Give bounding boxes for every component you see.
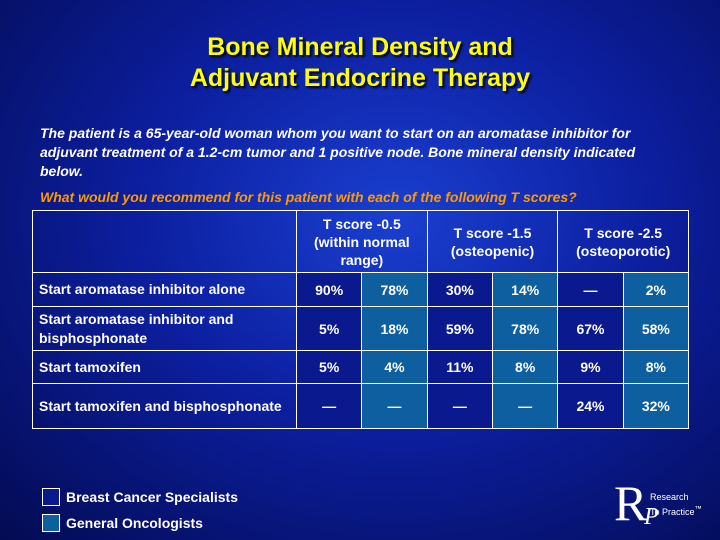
value-cell: 18% [361,306,428,351]
row-label: Start tamoxifen [32,350,297,384]
title-line-2: Adjuvant Endocrine Therapy [189,64,531,92]
legend-label: Breast Cancer Specialists [66,489,238,505]
value-cell: 11% [426,350,494,384]
legend-label: General Oncologists [66,515,203,531]
legend-item-general: General Oncologists [42,510,238,536]
value-cell: 8% [622,350,690,384]
value-cell: — [361,383,428,429]
logo-wordmark: Research To Practice™ [650,492,703,517]
value-cell: 5% [295,350,363,384]
slide-title: Bone Mineral Density and Adjuvant Endocr… [0,32,720,94]
row-label: Start aromatase inhibitor alone [32,272,297,307]
legend-swatch-general [42,514,60,532]
legend: Breast Cancer Specialists General Oncolo… [42,484,238,536]
value-cell: 9% [557,350,624,384]
value-cell: 8% [491,350,559,384]
table-row: Start aromatase inhibitor alone 90% 78% … [32,272,690,307]
value-cell: 59% [426,306,494,351]
case-description: The patient is a 65-year-old woman whom … [40,125,636,179]
value-cell: 24% [557,383,624,429]
value-cell: 30% [426,272,494,307]
value-cell: 90% [295,272,363,307]
header-tscore-osteopenic: T score -1.5 (osteopenic) [426,210,559,273]
value-cell: 5% [295,306,363,351]
table-header-row: T score -0.5 (within normal range) T sco… [32,210,690,273]
header-empty-cell [32,210,297,273]
results-table: T score -0.5 (within normal range) T sco… [32,210,690,429]
value-cell: 4% [361,350,428,384]
table-row: Start aromatase inhibitor and bisphospho… [32,306,690,351]
value-cell: — [491,383,559,429]
value-cell: 58% [622,306,690,351]
value-cell: 78% [491,306,559,351]
legend-swatch-specialists [42,488,60,506]
logo-letter-p: P [644,504,659,530]
row-label: Start tamoxifen and bisphosphonate [32,383,297,429]
row-label: Start aromatase inhibitor and bisphospho… [32,306,297,351]
table-row: Start tamoxifen and bisphosphonate — — —… [32,383,690,429]
header-tscore-osteoporotic: T score -2.5 (osteoporotic) [557,210,690,273]
value-cell: 67% [557,306,624,351]
value-cell: 32% [622,383,690,429]
value-cell: — [557,272,624,307]
value-cell: — [295,383,363,429]
table-row: Start tamoxifen 5% 4% 11% 8% 9% 8% [32,350,690,384]
header-tscore-normal: T score -0.5 (within normal range) [296,210,428,273]
logo-letter-r: R [614,475,648,531]
survey-question: What would you recommend for this patien… [40,189,577,205]
title-line-1: Bone Mineral Density and [207,33,513,61]
value-cell: 78% [361,272,428,307]
legend-item-specialists: Breast Cancer Specialists [42,484,238,510]
value-cell: 14% [491,272,559,307]
value-cell: — [426,383,494,429]
research-to-practice-logo: R P Research To Practice™ [614,478,714,534]
value-cell: 2% [622,272,690,307]
